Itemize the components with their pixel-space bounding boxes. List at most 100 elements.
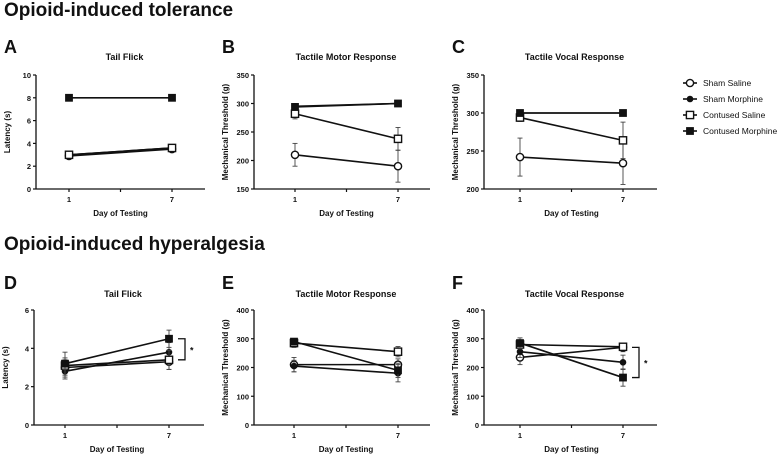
- data-point: [61, 359, 69, 368]
- legend-label: Contused Saline: [703, 110, 766, 120]
- series-line: [293, 365, 399, 375]
- panel-letter: E: [222, 273, 234, 293]
- panel-a: A Tail Flick 0 2 4 6 8 10 1 7 Day of Testing Latenc…: [3, 37, 205, 218]
- y-tick-label: 250: [236, 128, 249, 137]
- series-contused-saline: [64, 143, 177, 160]
- y-tick-label: 0: [27, 185, 31, 194]
- series-contused-morphine: [61, 329, 173, 370]
- data-point: [168, 93, 176, 102]
- panel-letter: F: [452, 273, 463, 293]
- legend: Sham Saline Sham Morphine Contused Saline C…: [683, 78, 777, 136]
- x-tick-label: 7: [621, 195, 625, 204]
- data-point: [516, 339, 524, 347]
- data-point: [393, 134, 403, 144]
- series-line: [519, 350, 624, 364]
- y-tick-label: 250: [466, 147, 479, 156]
- legend-label: Sham Saline: [703, 78, 751, 88]
- data-point: [618, 158, 628, 168]
- y-tick-label: 100: [236, 392, 249, 401]
- legend-marker-filled-square: [686, 127, 694, 135]
- panel-e: E Tactile Motor Response 0 100 200 300 400 1 7 Da…: [221, 273, 430, 454]
- y-tick-label: 300: [236, 100, 249, 109]
- data-point: [290, 337, 298, 346]
- panel-c: C Tactile Vocal Response 200 250 300 350 1 7 Day…: [451, 37, 657, 218]
- y-tick-label: 4: [27, 139, 32, 148]
- series-line: [64, 359, 170, 367]
- y-tick-label: 0: [475, 421, 479, 430]
- y-axis-label: Latency (s): [3, 111, 12, 154]
- y-tick-label: 200: [466, 364, 479, 373]
- series-line: [294, 154, 399, 167]
- data-point: [619, 373, 627, 382]
- y-tick-label: 300: [236, 335, 249, 344]
- y-tick-label: 100: [466, 392, 479, 401]
- series-contused-morphine: [65, 93, 176, 102]
- y-tick-label: 200: [236, 364, 249, 373]
- significance-bracket: [178, 338, 186, 361]
- x-tick-label: 7: [396, 195, 400, 204]
- series-line: [519, 156, 624, 164]
- data-point: [394, 99, 402, 108]
- y-axis-label: Mechanical Threshold (g): [451, 319, 460, 416]
- series-line: [64, 360, 170, 369]
- series-line: [64, 337, 170, 365]
- heading-tolerance: Opioid-induced tolerance: [4, 0, 234, 21]
- y-axis-label: Mechanical Threshold (g): [221, 319, 230, 416]
- data-point: [394, 366, 402, 375]
- series-line: [519, 343, 624, 348]
- panel-letter: A: [4, 37, 17, 57]
- x-tick-label: 7: [170, 195, 174, 204]
- y-tick-label: 8: [27, 94, 31, 103]
- y-axis-label: Mechanical Threshold (g): [221, 83, 230, 180]
- data-point: [291, 103, 299, 111]
- series-contused-saline: [290, 108, 403, 151]
- series-line: [68, 147, 173, 156]
- legend-item: Contused Morphine: [683, 126, 777, 136]
- series-sham-saline: [515, 137, 628, 185]
- y-tick-label: 350: [466, 71, 479, 80]
- data-point: [290, 150, 300, 160]
- data-point: [65, 93, 73, 102]
- x-tick-label: 7: [396, 431, 400, 440]
- chart-title: Tactile Vocal Response: [525, 52, 624, 62]
- data-point: [516, 348, 524, 355]
- series-line: [293, 342, 399, 353]
- data-point: [164, 355, 174, 365]
- y-tick-label: 300: [466, 335, 479, 344]
- significance-bracket: [632, 346, 640, 379]
- x-tick-label: 7: [621, 431, 625, 440]
- data-point: [393, 161, 403, 171]
- data-point: [290, 109, 300, 119]
- series-contused-morphine: [516, 109, 627, 117]
- panel-f: F Tactile Vocal Response 0 100 200 300 400 1 7 Da…: [451, 273, 657, 454]
- y-tick-label: 4: [25, 344, 30, 353]
- y-tick-label: 0: [245, 421, 249, 430]
- x-tick-label: 7: [167, 431, 171, 440]
- chart-title: Tactile Vocal Response: [525, 289, 624, 299]
- series-sham-saline: [290, 142, 403, 183]
- chart-title: Tactile Motor Response: [296, 52, 397, 62]
- y-tick-label: 0: [25, 421, 29, 430]
- y-tick-label: 2: [27, 162, 31, 171]
- x-axis-label: Day of Testing: [544, 209, 599, 218]
- legend-marker-open-circle: [685, 78, 695, 88]
- series-sham-saline: [64, 144, 177, 161]
- x-axis-label: Day of Testing: [319, 209, 374, 218]
- data-point: [393, 347, 403, 356]
- data-point: [165, 334, 173, 343]
- y-tick-label: 400: [466, 306, 479, 315]
- legend-label: Sham Morphine: [703, 94, 763, 104]
- series-line: [293, 340, 399, 372]
- y-tick-label: 400: [236, 306, 249, 315]
- legend-item: Sham Morphine: [683, 94, 763, 104]
- y-tick-label: 350: [236, 71, 249, 80]
- panel-letter: B: [222, 37, 235, 57]
- y-tick-label: 150: [236, 185, 249, 194]
- panel-b: B Tactile Motor Response 150 200 250 300 350 1 7…: [221, 37, 430, 218]
- y-tick-label: 2: [25, 383, 29, 392]
- series-line: [68, 148, 173, 157]
- series-contused-morphine: [290, 337, 402, 379]
- panel-d: D Tail Flick 0 2 4 6 1 7 Day of Testing Latency (…: [1, 273, 204, 454]
- data-point: [619, 109, 627, 117]
